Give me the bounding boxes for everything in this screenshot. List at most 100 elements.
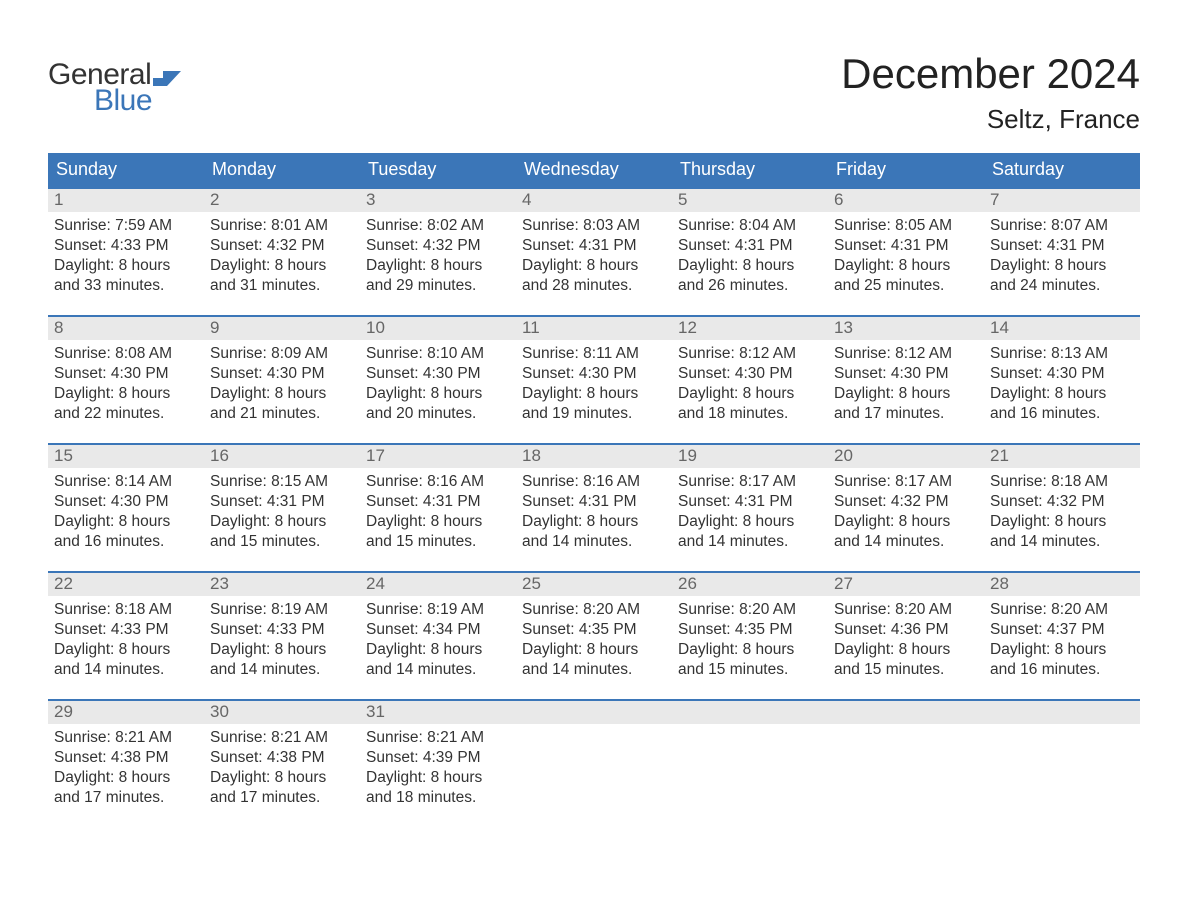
weekday-header-row: SundayMondayTuesdayWednesdayThursdayFrid…	[48, 153, 1140, 187]
daylight-line2: and 16 minutes.	[990, 404, 1134, 424]
day-number: 15	[54, 446, 73, 465]
day-number-bar: 23	[204, 573, 360, 596]
day-body: Sunrise: 8:05 AMSunset: 4:31 PMDaylight:…	[828, 212, 984, 297]
sunrise-line: Sunrise: 8:20 AM	[834, 600, 978, 620]
empty-day-cell: .	[828, 701, 984, 813]
daylight-line1: Daylight: 8 hours	[366, 384, 510, 404]
daylight-line2: and 19 minutes.	[522, 404, 666, 424]
day-cell: 22 Sunrise: 8:18 AMSunset: 4:33 PMDayligh…	[48, 573, 204, 685]
daylight-line1: Daylight: 8 hours	[366, 640, 510, 660]
page-header: General Blue December 2024 Seltz, France	[48, 30, 1140, 135]
day-cell: 1Sunrise: 7:59 AMSunset: 4:33 PMDaylight…	[48, 189, 204, 301]
day-number: 19	[678, 446, 697, 465]
day-cell: 26Sunrise: 8:20 AMSunset: 4:35 PMDayligh…	[672, 573, 828, 685]
weekday-monday: Monday	[204, 153, 360, 187]
daylight-line1: Daylight: 8 hours	[834, 640, 978, 660]
day-body: Sunrise: 8:18 AMSunset: 4:32 PMDaylight:…	[984, 468, 1140, 553]
day-body: Sunrise: 8:20 AMSunset: 4:35 PMDaylight:…	[516, 596, 672, 681]
day-body: Sunrise: 8:12 AMSunset: 4:30 PMDaylight:…	[672, 340, 828, 425]
daylight-line1: Daylight: 8 hours	[366, 256, 510, 276]
day-number: 25	[522, 574, 541, 593]
day-number-bar: 3	[360, 189, 516, 212]
sunset-line: Sunset: 4:35 PM	[522, 620, 666, 640]
sunset-line: Sunset: 4:33 PM	[54, 620, 198, 640]
sunrise-line: Sunrise: 8:21 AM	[54, 728, 198, 748]
daylight-line2: and 14 minutes.	[522, 532, 666, 552]
day-number-bar: .	[984, 701, 1140, 724]
daylight-line1: Daylight: 8 hours	[366, 512, 510, 532]
sunset-line: Sunset: 4:36 PM	[834, 620, 978, 640]
day-number: 23	[210, 574, 229, 593]
sunrise-line: Sunrise: 8:14 AM	[54, 472, 198, 492]
sunrise-line: Sunrise: 8:20 AM	[990, 600, 1134, 620]
daylight-line2: and 18 minutes.	[678, 404, 822, 424]
sunset-line: Sunset: 4:30 PM	[366, 364, 510, 384]
day-body: Sunrise: 8:13 AMSunset: 4:30 PMDaylight:…	[984, 340, 1140, 425]
sunrise-line: Sunrise: 8:16 AM	[522, 472, 666, 492]
sunrise-line: Sunrise: 8:10 AM	[366, 344, 510, 364]
sunrise-line: Sunrise: 8:12 AM	[678, 344, 822, 364]
empty-day-cell: .	[516, 701, 672, 813]
day-cell: 6Sunrise: 8:05 AMSunset: 4:31 PMDaylight…	[828, 189, 984, 301]
daylight-line1: Daylight: 8 hours	[678, 512, 822, 532]
sunset-line: Sunset: 4:39 PM	[366, 748, 510, 768]
daylight-line1: Daylight: 8 hours	[210, 256, 354, 276]
day-number-bar: 22	[48, 573, 204, 596]
sunrise-line: Sunrise: 8:13 AM	[990, 344, 1134, 364]
day-number-bar: 20	[828, 445, 984, 468]
daylight-line2: and 26 minutes.	[678, 276, 822, 296]
day-body: Sunrise: 8:21 AMSunset: 4:38 PMDaylight:…	[48, 724, 204, 809]
sunset-line: Sunset: 4:31 PM	[522, 492, 666, 512]
day-body: Sunrise: 8:16 AMSunset: 4:31 PMDaylight:…	[516, 468, 672, 553]
day-number: 22	[54, 574, 73, 593]
sunrise-line: Sunrise: 8:11 AM	[522, 344, 666, 364]
day-number: 16	[210, 446, 229, 465]
day-cell: 13Sunrise: 8:12 AMSunset: 4:30 PMDayligh…	[828, 317, 984, 429]
daylight-line1: Daylight: 8 hours	[834, 256, 978, 276]
day-number-bar: 11	[516, 317, 672, 340]
daylight-line1: Daylight: 8 hours	[678, 384, 822, 404]
sunset-line: Sunset: 4:32 PM	[834, 492, 978, 512]
day-number: 12	[678, 318, 697, 337]
daylight-line2: and 25 minutes.	[834, 276, 978, 296]
sunset-line: Sunset: 4:32 PM	[990, 492, 1134, 512]
sunrise-line: Sunrise: 8:15 AM	[210, 472, 354, 492]
day-number-bar: 13	[828, 317, 984, 340]
sunrise-line: Sunrise: 8:16 AM	[366, 472, 510, 492]
day-number-bar: 12	[672, 317, 828, 340]
sunrise-line: Sunrise: 8:18 AM	[990, 472, 1134, 492]
sunset-line: Sunset: 4:37 PM	[990, 620, 1134, 640]
daylight-line2: and 31 minutes.	[210, 276, 354, 296]
sunrise-line: Sunrise: 8:12 AM	[834, 344, 978, 364]
daylight-line1: Daylight: 8 hours	[990, 256, 1134, 276]
day-body: Sunrise: 8:19 AMSunset: 4:33 PMDaylight:…	[204, 596, 360, 681]
day-cell: 2Sunrise: 8:01 AMSunset: 4:32 PMDaylight…	[204, 189, 360, 301]
daylight-line2: and 21 minutes.	[210, 404, 354, 424]
daylight-line1: Daylight: 8 hours	[678, 640, 822, 660]
daylight-line1: Daylight: 8 hours	[210, 384, 354, 404]
daylight-line2: and 18 minutes.	[366, 788, 510, 808]
day-number-bar: 10	[360, 317, 516, 340]
day-body: Sunrise: 8:15 AMSunset: 4:31 PMDaylight:…	[204, 468, 360, 553]
day-body: Sunrise: 8:18 AMSunset: 4:33 PMDaylight:…	[48, 596, 204, 681]
day-cell: 9Sunrise: 8:09 AMSunset: 4:30 PMDaylight…	[204, 317, 360, 429]
day-number-bar: 8	[48, 317, 204, 340]
day-body: Sunrise: 8:09 AMSunset: 4:30 PMDaylight:…	[204, 340, 360, 425]
title-block: December 2024 Seltz, France	[841, 30, 1140, 135]
day-body: Sunrise: 8:08 AMSunset: 4:30 PMDaylight:…	[48, 340, 204, 425]
sunset-line: Sunset: 4:31 PM	[834, 236, 978, 256]
sunset-line: Sunset: 4:30 PM	[54, 364, 198, 384]
week-row: 1Sunrise: 7:59 AMSunset: 4:33 PMDaylight…	[48, 187, 1140, 301]
daylight-line1: Daylight: 8 hours	[210, 640, 354, 660]
daylight-line1: Daylight: 8 hours	[990, 384, 1134, 404]
day-cell: 29Sunrise: 8:21 AMSunset: 4:38 PMDayligh…	[48, 701, 204, 813]
daylight-line1: Daylight: 8 hours	[210, 768, 354, 788]
day-cell: 14Sunrise: 8:13 AMSunset: 4:30 PMDayligh…	[984, 317, 1140, 429]
day-number-bar: 2	[204, 189, 360, 212]
day-number-bar: 25	[516, 573, 672, 596]
day-number: 28	[990, 574, 1009, 593]
day-cell: 4Sunrise: 8:03 AMSunset: 4:31 PMDaylight…	[516, 189, 672, 301]
week-row: 22 Sunrise: 8:18 AMSunset: 4:33 PMDayligh…	[48, 571, 1140, 685]
day-body: Sunrise: 8:04 AMSunset: 4:31 PMDaylight:…	[672, 212, 828, 297]
daylight-line1: Daylight: 8 hours	[522, 640, 666, 660]
